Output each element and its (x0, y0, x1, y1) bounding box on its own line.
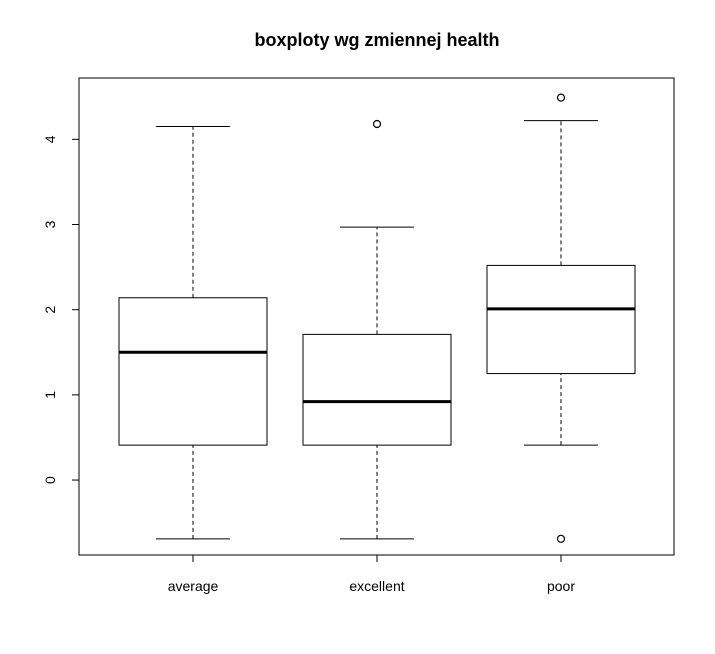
boxes-group (118, 93, 636, 543)
y-tick-label: 3 (42, 220, 58, 228)
box-average (118, 126, 268, 540)
y-tick-label: 2 (42, 306, 58, 314)
x-tick-label: poor (547, 578, 575, 594)
iqr-box (118, 297, 268, 446)
iqr-box (302, 333, 452, 446)
box-poor (486, 93, 636, 543)
y-axis: 0 1 2 3 4 (42, 135, 80, 484)
x-axis: average excellent poor (168, 554, 575, 594)
box-excellent (302, 119, 452, 540)
outlier-point (556, 93, 566, 102)
iqr-box (486, 264, 636, 375)
y-tick-label: 4 (42, 135, 58, 143)
chart-title: boxploty wg zmiennej health (254, 30, 499, 50)
y-tick-label: 1 (42, 391, 58, 399)
y-tick-label: 0 (42, 476, 58, 484)
outlier-point (556, 534, 566, 543)
x-tick-label: average (168, 578, 219, 594)
x-tick-label: excellent (349, 578, 404, 594)
outlier-point (372, 119, 382, 129)
